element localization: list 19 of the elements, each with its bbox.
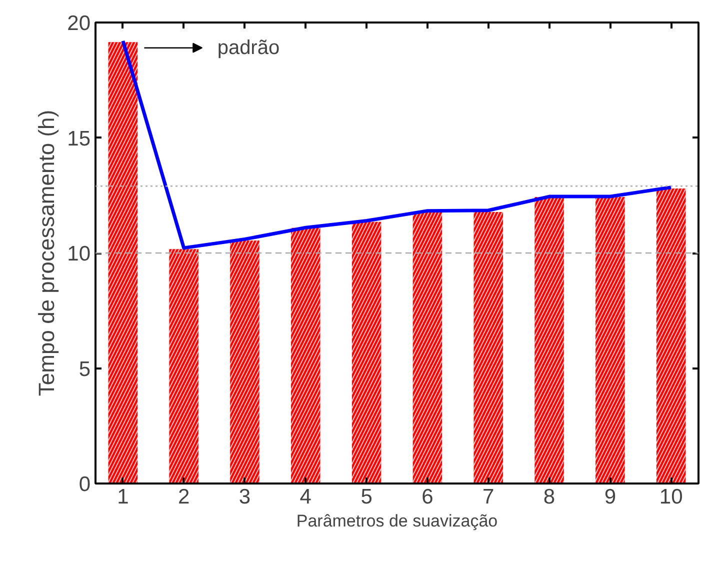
x-tick-label: 1 — [117, 486, 129, 508]
x-tick-label: 4 — [300, 486, 312, 508]
y-tick-label: 0 — [78, 473, 91, 496]
x-tick-label: 6 — [422, 486, 434, 508]
x-tick-label: 7 — [482, 486, 494, 508]
y-tick-label: 20 — [67, 12, 90, 35]
y-tick-label: 15 — [67, 127, 90, 150]
x-tick-label: 3 — [238, 486, 251, 508]
y-tick-label: 5 — [78, 358, 91, 381]
line-series — [121, 39, 673, 250]
x-axis-title: Parâmetros de suavização — [296, 512, 498, 530]
y-axis-title: Tempo de processamento (h) — [34, 110, 60, 396]
x-tick-label: 5 — [360, 486, 372, 508]
x-tick-label: 9 — [604, 486, 616, 508]
x-tick-label: 8 — [543, 486, 556, 508]
annotation: padrão — [217, 36, 280, 59]
y-tick-label: 10 — [67, 242, 90, 266]
x-tick-label: 2 — [178, 486, 190, 508]
x-tick-label: 10 — [659, 486, 683, 508]
